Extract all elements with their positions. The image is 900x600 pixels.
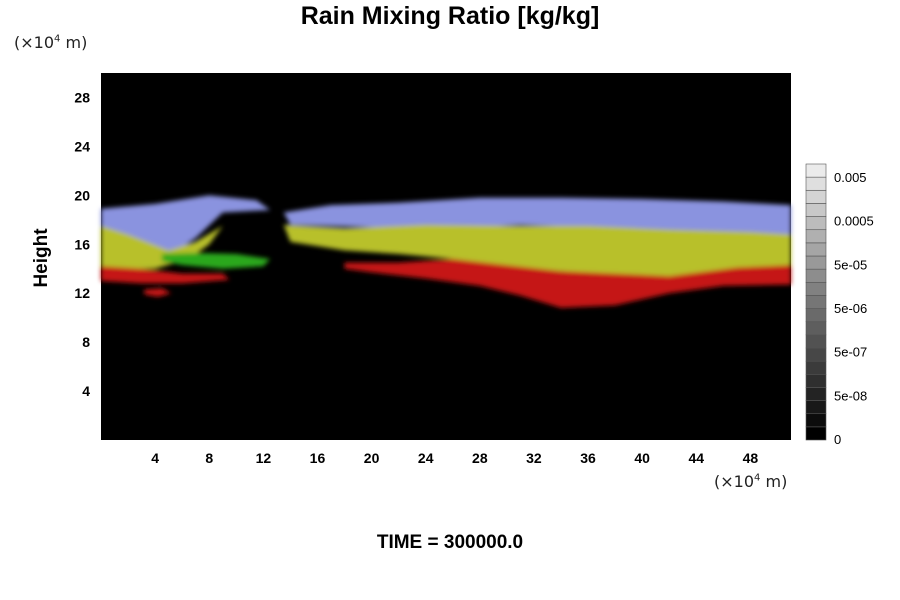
x-tick-label: 36 [580, 450, 596, 466]
x-tick-label: 20 [364, 450, 380, 466]
colorbar-level [805, 413, 827, 428]
time-label: TIME = 300000.0 [376, 532, 524, 553]
x-tick-label: 44 [689, 450, 705, 466]
colorbar-level [805, 295, 827, 309]
colorbar-tick-label: 0 [834, 432, 841, 447]
y-tick-label: 12 [74, 285, 90, 301]
x-tick-label: 8 [205, 450, 213, 466]
colorbar-level [805, 308, 827, 323]
chart-title: Rain Mixing Ratio [kg/kg] [300, 2, 600, 30]
colorbar-level [805, 321, 827, 336]
colorbar-level [805, 242, 827, 257]
colorbar-level [805, 216, 827, 231]
colorbar-level [805, 203, 827, 217]
colorbar-level [805, 176, 827, 191]
field-region-blue [283, 197, 791, 239]
x-axis-unit: (×104 m) [714, 472, 788, 491]
colorbar-level [805, 189, 827, 204]
y-tick-label: 28 [74, 89, 90, 105]
x-tick-label: 28 [472, 450, 488, 466]
y-tick-label: 24 [74, 138, 90, 154]
field-region-red [344, 258, 791, 308]
colorbar-tick-label: 0.005 [834, 170, 867, 185]
y-axis-unit: (×104 m) [14, 33, 88, 52]
colorbar-level [805, 347, 827, 362]
field-region-yellow [101, 225, 223, 269]
colorbar-level [805, 255, 827, 270]
colorbar-level [805, 400, 827, 415]
field-region-red [144, 288, 172, 297]
colorbar-tick-label: 5e-08 [834, 388, 867, 403]
colorbar-level [805, 268, 827, 283]
colorbar-level [805, 229, 827, 244]
field-region-yellow [283, 224, 791, 279]
x-tick-label: 48 [743, 450, 759, 466]
y-tick-label: 16 [74, 236, 90, 252]
colorbar-level [805, 163, 827, 178]
colorbar-level [805, 387, 827, 401]
colorbar-tick-label: 5e-07 [834, 345, 867, 360]
y-tick-label: 8 [82, 334, 90, 350]
x-tick-label: 4 [151, 450, 159, 466]
colorbar-level [805, 373, 827, 388]
colorbar-level [805, 426, 827, 441]
colorbar-level [805, 360, 827, 375]
colorbar-tick-label: 0.0005 [834, 214, 874, 229]
field-region-red [101, 266, 230, 284]
x-tick-label: 32 [526, 450, 542, 466]
x-tick-label: 40 [634, 450, 650, 466]
colorbar-tick-label: 5e-05 [834, 257, 867, 272]
y-tick-label: 4 [82, 383, 90, 399]
x-tick-label: 12 [256, 450, 272, 466]
colorbar-level [805, 281, 827, 296]
x-tick-label: 24 [418, 450, 434, 466]
field-region-green [161, 252, 271, 269]
colorbar-level [805, 334, 827, 349]
colorbar-tick-label: 5e-06 [834, 301, 867, 316]
x-tick-label: 16 [310, 450, 326, 466]
y-tick-label: 20 [74, 187, 90, 203]
